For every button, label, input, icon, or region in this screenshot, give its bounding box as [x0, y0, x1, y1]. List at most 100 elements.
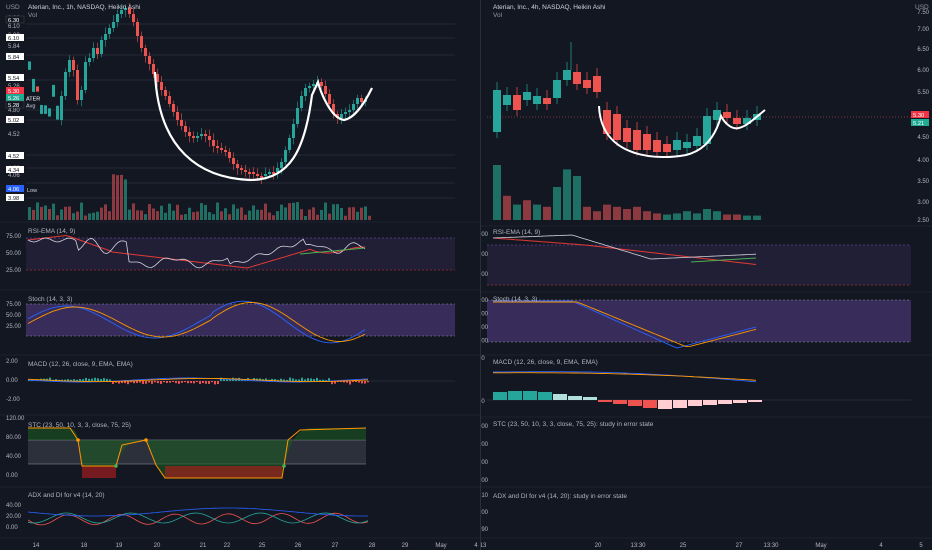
right-price-axis-label: 2.50	[917, 218, 929, 224]
right-x-axis-label: 13:30	[763, 543, 779, 549]
left-x-axis-label: 26	[295, 543, 302, 549]
right-volume-bar	[493, 165, 501, 220]
left-chart-canvas[interactable]: 6.306.106.005.845.545.305.265.284.805.02…	[0, 0, 480, 550]
left-volume-bar	[232, 204, 235, 220]
left-macd-histogram-bar	[283, 379, 285, 381]
right-price-axis-label: 6.00	[917, 68, 929, 74]
left-price-tag-text: 5.30	[8, 89, 19, 95]
left-volume-bar	[188, 207, 191, 220]
left-volume-bar	[288, 203, 291, 220]
left-candle-body	[256, 174, 259, 176]
right-volume-bar	[553, 187, 561, 220]
left-macd-histogram-bar	[61, 379, 63, 381]
left-candle-body	[252, 172, 255, 174]
left-volume-bar	[260, 209, 263, 220]
left-volume-bar	[92, 212, 95, 220]
left-candle-body	[44, 105, 47, 114]
left-macd-histogram-bar	[178, 381, 180, 384]
left-volume-bar	[368, 215, 371, 220]
left-candle-body	[84, 62, 87, 90]
left-macd-histogram-bar	[271, 378, 273, 381]
left-volume-bar	[28, 207, 31, 220]
left-volume-bar	[148, 204, 151, 220]
left-macd-histogram-bar	[166, 381, 168, 383]
left-cup-and-handle-drawing[interactable]	[153, 71, 373, 182]
chart-divider[interactable]	[480, 0, 481, 550]
left-x-axis-label: May	[435, 543, 446, 549]
left-macd-histogram-bar	[319, 379, 321, 381]
left-candle-body	[40, 104, 43, 114]
right-volume-bar	[583, 206, 591, 220]
right-rsi-line	[492, 234, 757, 260]
left-volume-bar	[200, 203, 203, 220]
left-chart-panel[interactable]: 6.306.106.005.845.545.305.265.284.805.02…	[0, 0, 480, 550]
left-candle-body	[304, 88, 307, 96]
left-volume-bar	[180, 214, 183, 220]
right-cup-and-handle-drawing[interactable]	[598, 105, 766, 159]
left-volume-bar	[120, 174, 123, 220]
right-currency-label: USD	[915, 4, 929, 11]
left-volume-bar	[352, 207, 355, 220]
right-price-axis-label: 7.00	[917, 27, 929, 33]
left-candle-body	[180, 120, 183, 126]
left-candle-body	[48, 108, 51, 117]
left-macd-histogram-bar	[130, 381, 132, 383]
left-adx-axis-label: 0.00	[6, 525, 18, 531]
right-stoch-k-line	[493, 300, 757, 349]
left-volume-bar	[124, 179, 127, 220]
right-volume-bar	[573, 176, 581, 220]
left-adx-axis-label: 40.00	[6, 503, 22, 509]
left-macd-histogram-bar	[217, 381, 219, 384]
right-volume-bar	[543, 206, 551, 220]
left-candle-body	[280, 162, 283, 168]
left-candle-body	[96, 48, 99, 54]
right-candle-body	[583, 80, 591, 88]
right-chart-panel[interactable]: 7.507.006.506.005.505.004.504.003.503.00…	[481, 0, 932, 550]
left-volume-bar	[68, 206, 71, 220]
left-macd-histogram-bar	[187, 381, 189, 384]
left-volume-bar	[60, 209, 63, 220]
left-volume-bar	[36, 202, 39, 220]
right-volume-bar	[593, 211, 601, 220]
right-macd-histogram-bar	[688, 400, 702, 406]
right-candle-body	[673, 140, 681, 150]
right-chart-title: Aterian, Inc., 4h, NASDAQ, Heikin Ashi	[493, 4, 606, 11]
left-rsi-line	[27, 237, 366, 269]
right-stoch-axis-label: 60.00	[481, 312, 489, 318]
left-price-tag	[6, 194, 24, 201]
left-volume-bar	[356, 211, 359, 220]
left-x-axis-label: 28	[369, 543, 376, 549]
left-candle-body	[148, 56, 151, 64]
right-macd-histogram-bar	[538, 392, 552, 400]
left-stc-red-fill	[82, 466, 282, 478]
right-candle-body	[633, 130, 641, 150]
left-price-tag-text: 3.98	[8, 196, 19, 202]
left-stoch-band	[26, 304, 455, 336]
left-candle-body	[220, 148, 223, 150]
left-macd-histogram-bar	[190, 381, 192, 384]
left-volume-bar	[240, 207, 243, 220]
right-rsi-ema-line	[492, 237, 757, 265]
left-macd-histogram-bar	[97, 378, 99, 381]
right-macd-histogram-bar	[598, 400, 612, 402]
left-volume-bar	[176, 204, 179, 220]
right-price-tag	[911, 111, 929, 118]
left-candle-body	[228, 152, 231, 158]
left-candle-body	[244, 170, 247, 172]
left-volume-bar	[272, 215, 275, 220]
left-volume-bar	[280, 204, 283, 220]
left-macd-histogram-bar	[85, 377, 87, 381]
left-x-axis-label: 20	[154, 543, 161, 549]
right-chart-canvas[interactable]: 7.507.006.506.005.505.004.504.003.503.00…	[481, 0, 932, 550]
right-x-axis-label: May	[815, 543, 826, 549]
right-stoch-d-line	[493, 301, 757, 348]
left-macd-histogram-bar	[334, 381, 336, 384]
left-volume-bar	[116, 175, 119, 220]
left-macd-histogram-bar	[64, 379, 66, 381]
left-macd-histogram-bar	[160, 381, 162, 384]
right-price-axis-label: 7.50	[917, 10, 929, 16]
left-stoch-axis-label: 25.00	[6, 324, 22, 330]
left-macd-histogram-bar	[181, 381, 183, 383]
left-candle-body	[224, 150, 227, 152]
